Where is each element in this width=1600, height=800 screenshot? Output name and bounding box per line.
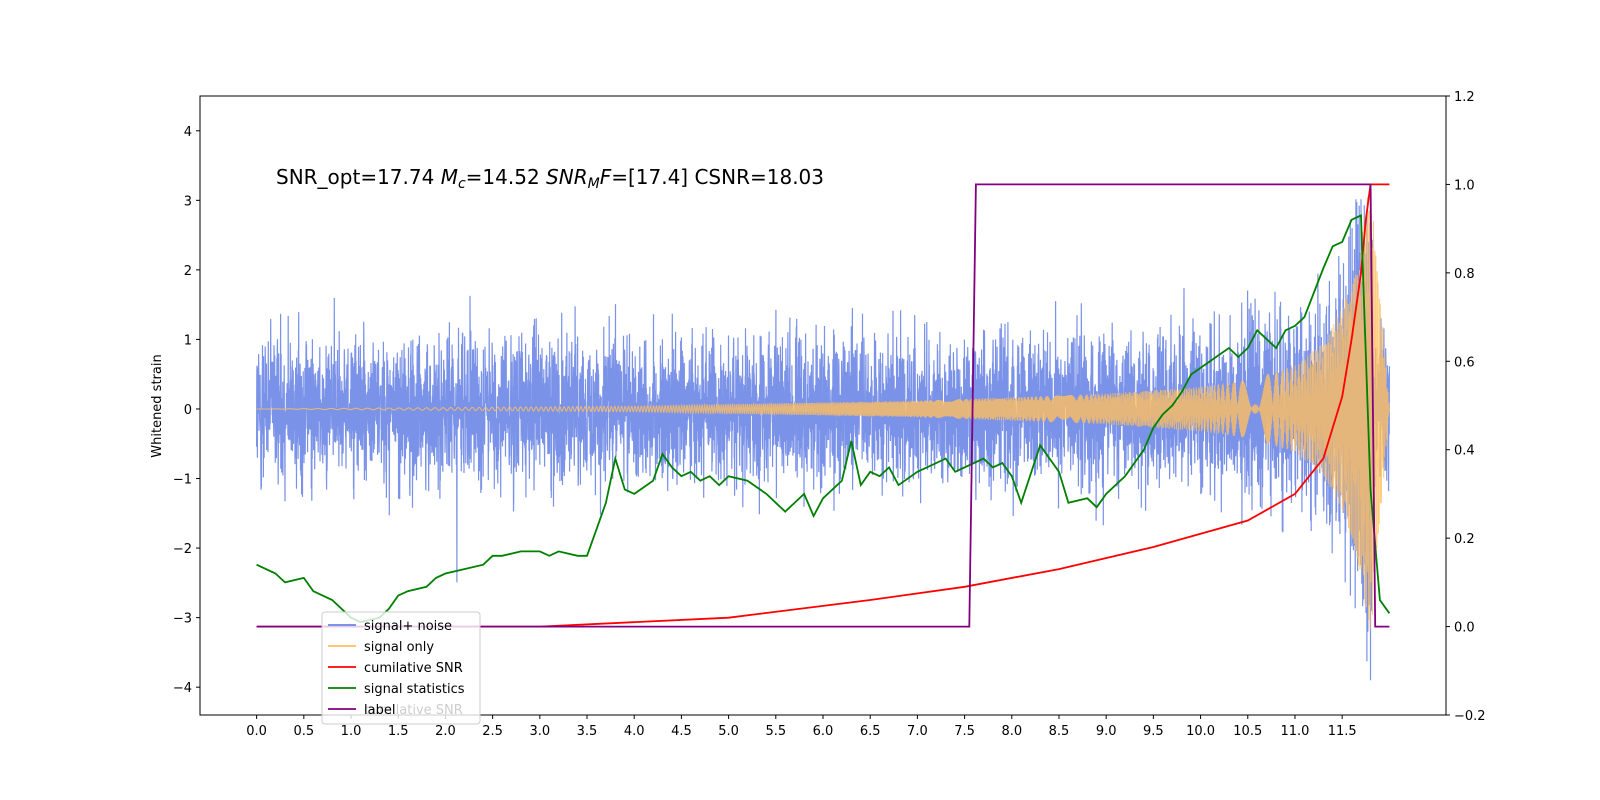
legend-label: cumilative SNR (364, 661, 463, 676)
x-tick-label: 11.5 (1328, 724, 1357, 739)
x-tick-label: 8.0 (1001, 724, 1022, 739)
y2-tick-label: 0.0 (1454, 621, 1475, 636)
legend-underlay-label: cumilative SNR (364, 703, 463, 718)
annotation-part-4: =14.52 (466, 165, 546, 189)
x-tick-label: 7.5 (954, 724, 975, 739)
y-tick-label: 2 (184, 264, 192, 279)
legend-label: label (364, 703, 395, 718)
annotation-part-5: SNR (546, 165, 588, 189)
y2-tick-label: −0.2 (1454, 709, 1486, 724)
legend-label: signal statistics (364, 682, 465, 697)
x-tick-label: 3.5 (577, 724, 598, 739)
y2-tick-label: 1.0 (1454, 178, 1475, 193)
y-tick-label: 3 (184, 194, 192, 209)
axes: 0.0 0.5 1.0 1.5 2.0 2.5 3.0 3.5 4.0 4.5 5.0 5.5 6.0 6… (173, 90, 1486, 739)
x-tick-label: 9.5 (1143, 724, 1164, 739)
x-tick-label: 7.0 (907, 724, 928, 739)
legend-label: signal+ noise (364, 619, 452, 634)
y2-tick-label: 0.6 (1454, 355, 1475, 370)
y-axis-label: Whitened strain (150, 354, 165, 457)
chart-annotation: SNR_opt=17.74 Mc=14.52 SNRMF=[17.4] CSNR… (276, 165, 824, 192)
y-tick-label: −2 (173, 542, 192, 557)
x-tick-label: 4.0 (624, 724, 645, 739)
y-tick-label: 4 (184, 125, 192, 140)
y-tick-label: −1 (173, 473, 192, 488)
series-signal-only-line (256, 188, 1390, 630)
x-tick-label: 6.5 (860, 724, 881, 739)
x-tick-label: 8.5 (1049, 724, 1070, 739)
x-tick-label: 1.0 (341, 724, 362, 739)
x-tick-label: 0.0 (246, 724, 267, 739)
x-tick-label: 5.0 (718, 724, 739, 739)
x-tick-label: 10.0 (1186, 724, 1215, 739)
y-tick-label: 0 (184, 403, 192, 418)
x-tick-label: 10.5 (1233, 724, 1262, 739)
y2-tick-label: 1.2 (1454, 90, 1475, 105)
annotation-part-1: SNR_opt=17.74 (276, 165, 441, 189)
annotation-part-3: c (458, 176, 466, 192)
x-tick-label: 2.5 (482, 724, 503, 739)
series-label-line (256, 183, 1390, 628)
y2-tick-label: 0.8 (1454, 267, 1475, 282)
series-cumilative-snr-line (256, 183, 1390, 628)
annotation-part-7: F (600, 165, 612, 189)
y-tick-label: −4 (173, 681, 192, 696)
series-signal-statistics-line (256, 214, 1391, 624)
y-tick-label: −3 (173, 612, 192, 627)
x-tick-label: 0.5 (293, 724, 314, 739)
x-tick-label: 9.0 (1096, 724, 1117, 739)
x-tick-label: 6.0 (813, 724, 834, 739)
annotation-part-8: =[17.4] CSNR=18.03 (611, 165, 824, 189)
y-tick-label: 1 (184, 333, 192, 348)
x-tick-label: 11.0 (1280, 724, 1309, 739)
annotation-part-6: M (588, 176, 600, 192)
x-tick-label: 3.0 (529, 724, 550, 739)
legend-box (321, 611, 481, 725)
y2-tick-label: 0.2 (1454, 532, 1475, 547)
legend: signal+ noise signal only cumilative SNR si… (321, 611, 481, 725)
x-tick-label: 2.0 (435, 724, 456, 739)
x-tick-label: 4.5 (671, 724, 692, 739)
legend-label: signal only (364, 640, 434, 655)
x-tick-label: 1.5 (388, 724, 409, 739)
y2-tick-label: 0.4 (1454, 444, 1475, 459)
x-tick-label: 5.5 (765, 724, 786, 739)
annotation-part-2: M (441, 165, 458, 189)
plot-area (256, 183, 1391, 681)
